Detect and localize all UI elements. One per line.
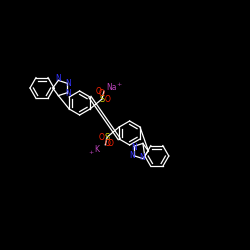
Text: +: + xyxy=(116,82,121,87)
Text: O: O xyxy=(99,88,105,98)
Text: K: K xyxy=(95,144,100,154)
Text: N: N xyxy=(139,153,145,162)
Text: S: S xyxy=(99,94,104,104)
Text: N: N xyxy=(66,79,71,88)
Text: N: N xyxy=(66,89,71,98)
Text: S: S xyxy=(104,132,110,141)
Text: O: O xyxy=(105,94,111,104)
Text: N: N xyxy=(130,151,135,160)
Text: O: O xyxy=(104,138,110,147)
Text: +: + xyxy=(88,150,94,154)
Text: N: N xyxy=(56,74,61,84)
Text: O: O xyxy=(98,132,104,141)
Text: O: O xyxy=(96,88,102,96)
Text: Na: Na xyxy=(107,82,117,92)
Text: O: O xyxy=(107,140,113,148)
Text: N: N xyxy=(131,143,137,152)
